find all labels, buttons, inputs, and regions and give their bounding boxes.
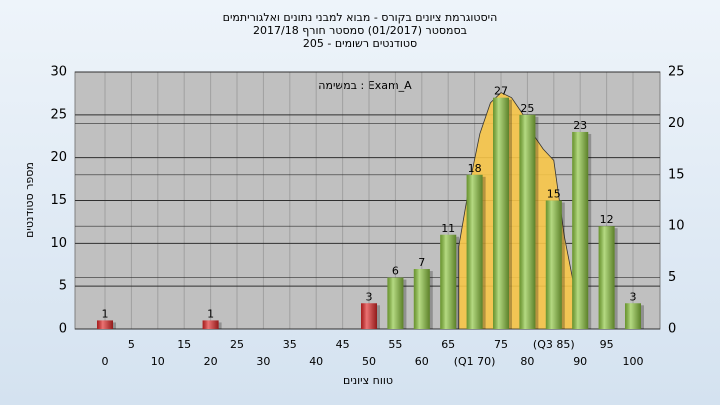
x-tick-label: 40 xyxy=(309,355,323,368)
bar-highlight xyxy=(413,269,430,329)
data-label: 23 xyxy=(573,119,587,132)
data-label: 1 xyxy=(207,307,214,320)
x-tick-label: 0 xyxy=(102,355,109,368)
bar-highlight xyxy=(202,320,219,329)
x-tick-label: 35 xyxy=(283,338,297,351)
bar-highlight xyxy=(387,277,404,329)
area xyxy=(458,92,574,330)
y-tick-label: 10 xyxy=(50,236,67,251)
y2-tick-label: 5 xyxy=(668,270,676,285)
x-tick-label: 20 xyxy=(204,355,218,368)
data-label: 3 xyxy=(366,290,373,303)
x-tick-label: 25 xyxy=(230,338,244,351)
bar-highlight xyxy=(625,303,641,329)
x-tick-label: 80 xyxy=(520,355,534,368)
x-tick-label: 55 xyxy=(388,338,402,351)
bar-highlight xyxy=(572,131,589,329)
data-label: 12 xyxy=(600,213,614,226)
chart-title: בסמסטר (01/2017) סמסטר חורף 2017/18 xyxy=(253,24,467,37)
bar-highlight xyxy=(361,303,377,329)
y-tick-label: 30 xyxy=(50,65,67,80)
x-tick-label: 45 xyxy=(336,338,350,351)
x-tick-label: 100 xyxy=(623,355,644,368)
data-label: 3 xyxy=(630,290,637,303)
y-tick-label: 5 xyxy=(59,279,67,294)
bar-highlight xyxy=(519,114,536,329)
x-tick-label: 5 xyxy=(128,338,135,351)
bar-highlight xyxy=(97,320,113,329)
y2-tick-label: 15 xyxy=(668,167,685,182)
bar-highlight xyxy=(545,200,562,329)
x-tick-label: 95 xyxy=(600,338,614,351)
y-axis-label: מספר סטודנטים xyxy=(23,162,36,238)
y-tick-label: 15 xyxy=(50,193,67,208)
x-tick-label: 10 xyxy=(151,355,165,368)
data-label: 6 xyxy=(392,265,399,278)
y2-tick-label: 25 xyxy=(668,65,685,80)
x-tick-label: (Q1 70) xyxy=(454,355,496,368)
x-tick-label: 90 xyxy=(573,355,587,368)
y-tick-label: 0 xyxy=(59,322,67,337)
data-label: 1 xyxy=(102,307,109,320)
x-tick-label: 50 xyxy=(362,355,376,368)
x-tick-label: (Q3 85) xyxy=(533,338,575,351)
data-label: 11 xyxy=(441,222,455,235)
x-tick-label: 75 xyxy=(494,338,508,351)
x-tick-label: 15 xyxy=(177,338,191,351)
bar-highlight xyxy=(466,174,483,329)
x-tick-label: 60 xyxy=(415,355,429,368)
data-label: 15 xyxy=(547,188,561,201)
bar-highlight xyxy=(440,234,457,329)
bar-highlight xyxy=(493,97,509,329)
chart-title: היסטוגרמת ציונים בקורס - מבוא למבני נתונ… xyxy=(223,11,498,24)
y2-tick-label: 10 xyxy=(668,219,685,234)
annotation: במשימה : Exam_A xyxy=(318,79,412,92)
chart-title: סטודנטים רשומים - 205 xyxy=(303,37,417,50)
bar-highlight xyxy=(598,226,615,329)
y2-tick-label: 20 xyxy=(668,116,685,131)
x-tick-label: 65 xyxy=(441,338,455,351)
data-label: 7 xyxy=(418,256,425,269)
y2-tick-label: 0 xyxy=(668,322,676,337)
y-tick-label: 20 xyxy=(50,150,67,165)
x-axis-label: טווח ציונים xyxy=(343,374,393,387)
data-label: 18 xyxy=(468,162,482,175)
data-label: 25 xyxy=(520,102,534,115)
y-tick-label: 25 xyxy=(50,107,67,122)
x-tick-label: 30 xyxy=(256,355,270,368)
data-label: 27 xyxy=(494,85,508,98)
